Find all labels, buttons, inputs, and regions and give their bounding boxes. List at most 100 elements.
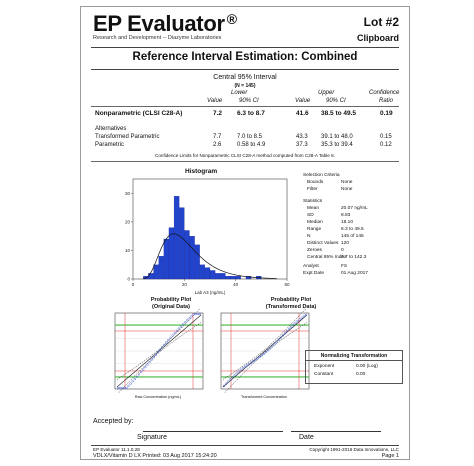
row-parametric-label: Parametric (95, 142, 125, 148)
prob-point (140, 370, 143, 374)
exponent-value: 0.00 (Log) (356, 364, 378, 369)
alternatives-label: Alternatives (95, 126, 127, 132)
prob-point (292, 323, 295, 326)
prob-point (262, 352, 266, 355)
row-nonparametric-upper-ci: 38.5 to 49.5 (321, 110, 357, 117)
prob-point (225, 382, 228, 385)
prob-point (173, 331, 176, 335)
prob-point (165, 341, 168, 344)
prob-point (125, 386, 128, 390)
filter-value: None (341, 187, 353, 192)
prob-point (233, 374, 236, 377)
prob-point (179, 325, 183, 328)
footer-printed: VDLX/Vitamin D LX Printed: 03 Aug 2017 1… (93, 453, 217, 459)
prob-point (285, 329, 289, 333)
x-tick-label: 20 (182, 282, 188, 287)
prob-point (290, 325, 293, 328)
footnote-divider (91, 161, 399, 162)
row-nonparametric-label: Nonparametric (CLSI C28-A) (95, 110, 183, 117)
prob-ci-upper (116, 309, 200, 380)
prob-point (119, 386, 122, 390)
prob-point (137, 373, 141, 376)
summary-divider (91, 106, 399, 107)
histogram-bar (179, 207, 185, 280)
prob-point (296, 320, 299, 323)
footer-copyright: Copyright 1991-2016 Data Innovations, LL… (309, 447, 399, 452)
report-title: Reference Interval Estimation: Combined (132, 51, 358, 63)
brand-subtitle: Research and Development -- Diazyme Labo… (93, 35, 222, 41)
prob-point (269, 347, 272, 350)
prob-point (133, 377, 136, 381)
x-tick-label: 0 (132, 282, 135, 287)
analyst-value: FS (341, 264, 348, 269)
footer-page: Page 1 (381, 453, 399, 459)
row-parametric-ratio: 0.12 (380, 142, 392, 148)
prob-point (194, 312, 197, 316)
prob-point (116, 386, 120, 390)
histogram-bar (235, 276, 241, 280)
histogram-title: Histogram (185, 168, 218, 175)
stat-key: N (307, 234, 311, 239)
prob-point (243, 365, 247, 368)
row-nonparametric-lower: 7.2 (213, 110, 223, 117)
date-label: Date (299, 434, 314, 441)
histogram-bar (199, 264, 205, 280)
normalizing-box: Normalizing Transformation Exponent 0.00… (305, 350, 403, 384)
prob-point (154, 353, 157, 356)
statistics-label: Statistics (303, 199, 323, 204)
row-transformed-upper-ci: 39.1 to 48.0 (321, 134, 353, 140)
histogram-bar (163, 238, 170, 280)
histogram-bar (153, 264, 159, 280)
row-parametric-lower-ci: 0.58 to 4.9 (237, 142, 266, 148)
stat-value: 3.7 to 142.3 (341, 255, 367, 260)
histogram-bar (204, 267, 211, 280)
stat-value: 18.10 (341, 220, 354, 225)
title-divider (91, 69, 399, 70)
prob-point (175, 329, 178, 332)
stat-value: 20.07 ng/mL (341, 206, 368, 211)
expt-date-key: Expt Date (303, 271, 325, 276)
signature-line (143, 431, 283, 432)
histogram-bar (215, 273, 221, 280)
prob-point (241, 367, 245, 370)
constant-key: Constant (314, 372, 334, 377)
prob-point (250, 361, 253, 364)
prob-point (252, 360, 255, 363)
filter-key: Filter (307, 187, 318, 192)
histogram-bar (184, 230, 190, 280)
prob-point (273, 343, 276, 346)
accepted-by-label: Accepted by: (93, 418, 134, 425)
histogram-bar (220, 273, 226, 280)
prob-point (148, 361, 151, 364)
x-tick-label: 40 (233, 282, 239, 287)
footer-divider (91, 445, 399, 446)
row-nonparametric-lower-ci: 6.3 to 8.7 (237, 110, 265, 117)
prob-point (198, 312, 202, 316)
histogram-bar (189, 236, 195, 280)
prob-point (182, 323, 185, 326)
prob-point (267, 349, 270, 352)
prob-point (135, 375, 139, 378)
col-ratio: Ratio (379, 98, 394, 104)
col-lower-value: Value (207, 98, 223, 104)
stat-key: Zeroes (307, 248, 322, 253)
prob-point (146, 363, 149, 366)
prob-point (169, 336, 172, 339)
y-tick-label: 30 (125, 191, 131, 196)
selection-criteria-label: Selection Criteria (303, 173, 340, 178)
normalizing-divider (306, 360, 402, 361)
summary-heading: Central 95% Interval (213, 74, 277, 81)
clipboard-label: Clipboard (357, 33, 399, 43)
expt-date-value: 01 Aug 2017 (341, 271, 368, 276)
histogram-bar (148, 273, 154, 280)
prob-plot-original (114, 309, 204, 393)
prob-original-xlabel: Raw Concentration (ng/mL) (134, 395, 182, 399)
prob-point (258, 355, 261, 359)
prob-point (127, 384, 130, 387)
prob-ci-upper (222, 309, 306, 380)
prob-point (184, 321, 187, 324)
prob-point (235, 372, 238, 375)
stat-key: Median (307, 220, 323, 225)
stat-value: 6.3 to 49.5 (341, 227, 364, 232)
row-transformed-lower-ci: 7.0 to 8.5 (237, 134, 263, 140)
